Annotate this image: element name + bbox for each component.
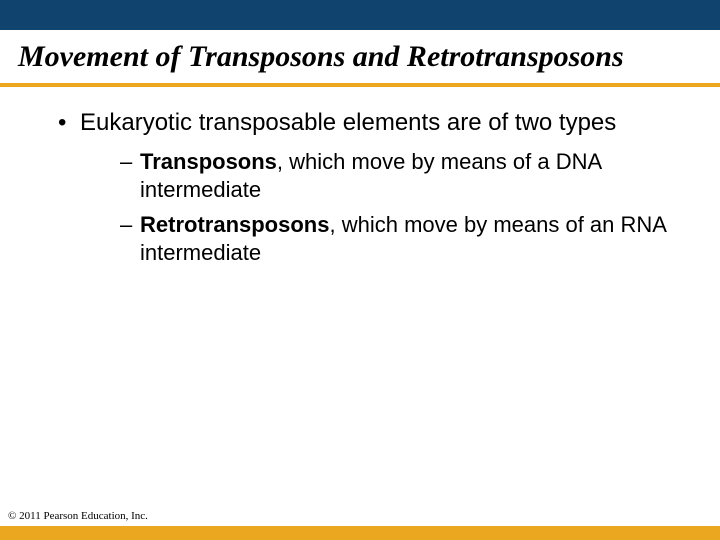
bullet-l2b-text: Retrotransposons, which move by means of… [140, 211, 690, 268]
copyright-text: © 2011 Pearson Education, Inc. [8, 510, 148, 522]
bullet-dash: – [120, 211, 140, 268]
bottom-bar [0, 526, 720, 540]
slide-title: Movement of Transposons and Retrotranspo… [18, 40, 702, 75]
bullet-l1-text: Eukaryotic transposable elements are of … [80, 107, 616, 138]
bullet-l2b-bold: Retrotransposons [140, 212, 329, 237]
title-block: Movement of Transposons and Retrotranspo… [0, 30, 720, 87]
bullet-dash: – [120, 148, 140, 205]
bullet-level1: • Eukaryotic transposable elements are o… [58, 107, 690, 138]
bullet-level2: – Transposons, which move by means of a … [120, 148, 690, 205]
bullet-dot: • [58, 107, 80, 138]
content-area: • Eukaryotic transposable elements are o… [0, 87, 720, 269]
bullet-l2a-bold: Transposons [140, 149, 277, 174]
bullet-l2a-text: Transposons, which move by means of a DN… [140, 148, 690, 205]
top-bar [0, 0, 720, 30]
bullet-level2: – Retrotransposons, which move by means … [120, 211, 690, 268]
